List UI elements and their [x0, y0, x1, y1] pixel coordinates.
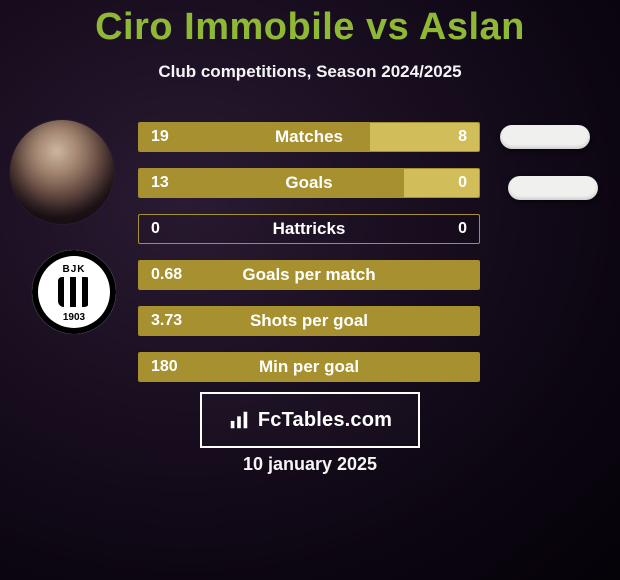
metric-row: 0.68Goals per match [138, 260, 480, 290]
metric-left-value: 19 [151, 123, 169, 152]
metrics-bar-group: 19Matches813Goals00Hattricks00.68Goals p… [138, 122, 480, 398]
watermark: FcTables.com [200, 392, 420, 448]
metric-row: 0Hattricks0 [138, 214, 480, 244]
metric-label: Goals per match [139, 261, 479, 290]
right-pill-1 [500, 125, 590, 149]
metric-right-value: 8 [458, 123, 467, 152]
metric-label: Matches [139, 123, 479, 152]
page-title: Ciro Immobile vs Aslan [0, 6, 620, 49]
avatar-column [10, 120, 120, 360]
metric-right-value: 0 [458, 215, 467, 244]
date-text: 10 january 2025 [0, 454, 620, 475]
metric-label: Min per goal [139, 353, 479, 382]
metric-row: 13Goals0 [138, 168, 480, 198]
metric-label: Shots per goal [139, 307, 479, 336]
metric-right-value: 0 [458, 169, 467, 198]
metric-left-value: 3.73 [151, 307, 182, 336]
player-photo-placeholder [10, 120, 114, 224]
player-left-avatar [10, 120, 120, 224]
chart-bar-icon [228, 409, 250, 431]
crest-stripes [58, 277, 90, 307]
right-pill-2 [508, 176, 598, 200]
subtitle: Club competitions, Season 2024/2025 [0, 62, 620, 82]
metric-left-value: 0 [151, 215, 160, 244]
metric-label: Hattricks [139, 215, 479, 244]
comparison-infographic: Ciro Immobile vs Aslan Club competitions… [0, 0, 620, 580]
metric-row: 3.73Shots per goal [138, 306, 480, 336]
metric-row: 180Min per goal [138, 352, 480, 382]
metric-left-value: 180 [151, 353, 178, 382]
club-badge [10, 250, 120, 334]
watermark-text: FcTables.com [258, 409, 392, 432]
metric-left-value: 0.68 [151, 261, 182, 290]
metric-label: Goals [139, 169, 479, 198]
metric-row: 19Matches8 [138, 122, 480, 152]
bjk-crest-icon [32, 250, 116, 334]
metric-left-value: 13 [151, 169, 169, 198]
